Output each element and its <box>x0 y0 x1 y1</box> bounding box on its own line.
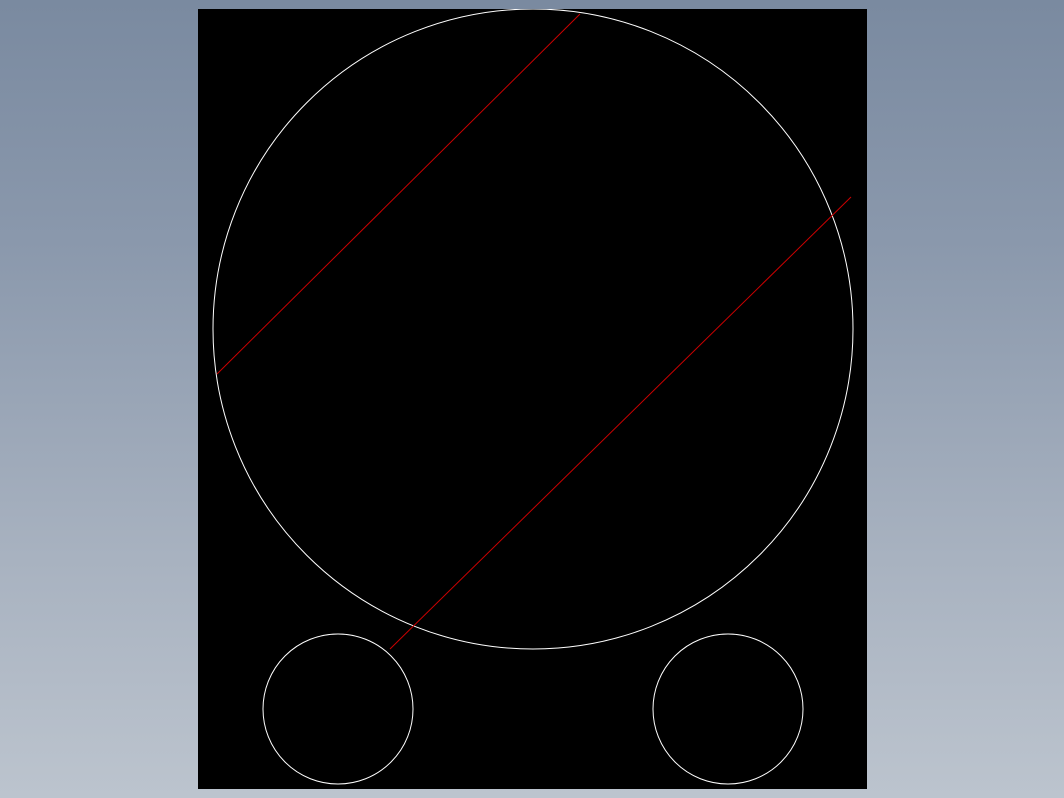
shapes-group <box>213 9 853 784</box>
diagonal-line-top[interactable] <box>217 14 580 374</box>
large-circle[interactable] <box>213 9 853 649</box>
drawing-svg <box>198 9 867 789</box>
small-circle-left[interactable] <box>263 634 413 784</box>
diagonal-line-bottom[interactable] <box>390 197 851 649</box>
cad-canvas[interactable] <box>198 9 867 789</box>
small-circle-right[interactable] <box>653 634 803 784</box>
